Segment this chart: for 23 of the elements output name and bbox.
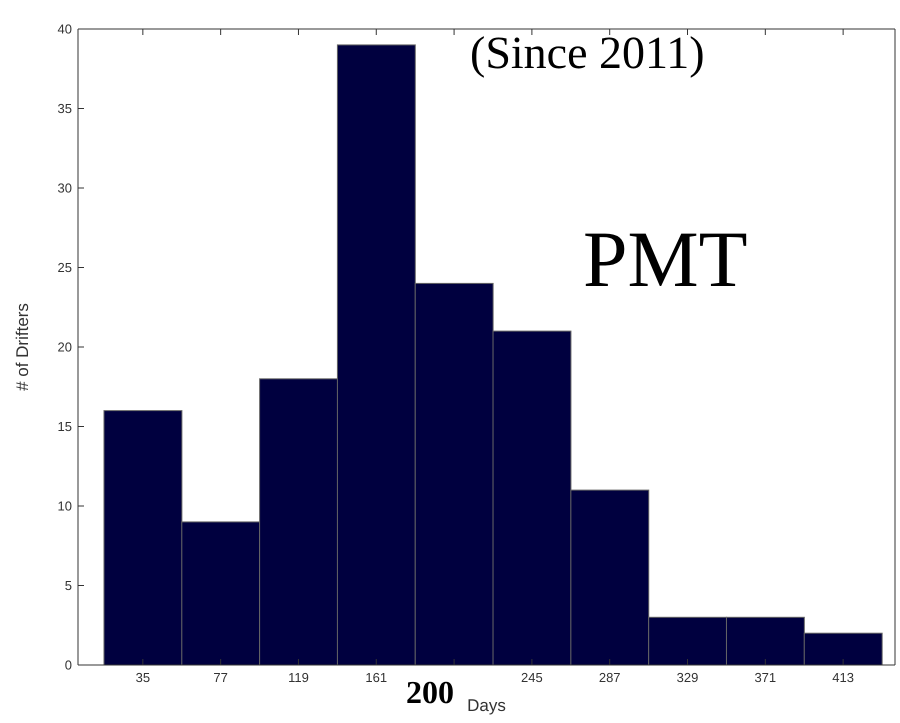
y-tick-label: 15 [58,419,72,434]
y-axis-title: # of Drifters [13,303,32,391]
x-tick-label: 329 [676,670,698,686]
y-tick-label: 0 [64,658,72,673]
y-tick-label: 20 [58,340,72,355]
annotation: (Since 2011) [470,27,705,78]
x-tick-label: 245 [521,670,543,686]
x-tick-label: 119 [288,670,309,686]
x-tick-label: 287 [598,670,621,686]
y-tick-label: 25 [58,260,72,276]
x-tick-label: 35 [136,670,150,686]
text: 200 [406,674,454,710]
y-tick-label: 35 [58,101,72,116]
x-tick-label: 77 [213,670,228,686]
y-tick-label: 5 [64,578,72,594]
annotation: PMT [583,216,748,304]
x-tick-label: 413 [832,670,854,686]
y-tick-label: 10 [58,498,72,514]
x-axis-title: Days [467,696,506,715]
y-tick-label: 40 [58,22,72,37]
y-tick-label: 30 [58,180,72,196]
x-tick-label: 161 [365,670,388,686]
x-tick-label: 371 [754,670,776,686]
